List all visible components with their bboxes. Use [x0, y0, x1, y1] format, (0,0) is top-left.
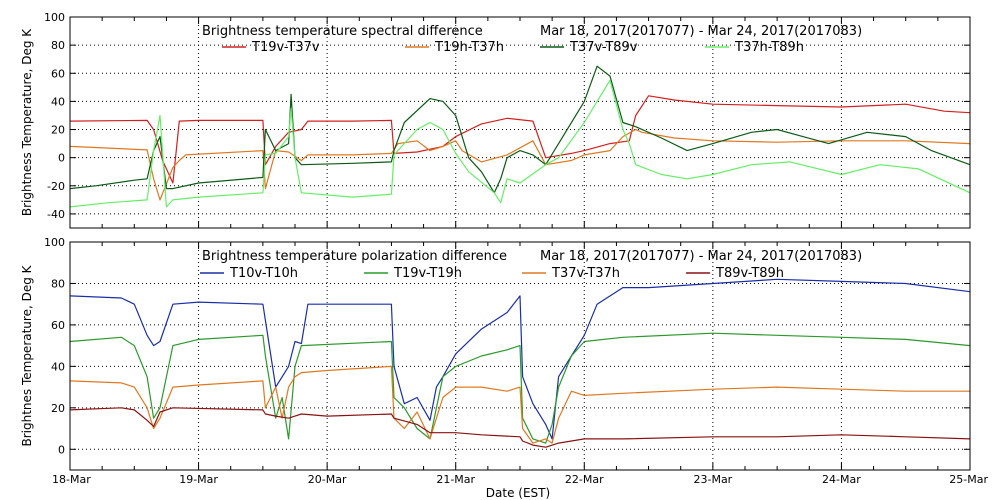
- series-line-t19v-t19h: [69, 332, 971, 444]
- series-line-t89v-t89h: [69, 407, 971, 448]
- y-tick-label: 20: [51, 124, 65, 137]
- chart-date-range: Mar 18, 2017(2017077) - Mar 24, 2017(201…: [540, 249, 862, 264]
- y-tick-label: 100: [44, 11, 65, 24]
- y-tick-label: 80: [51, 277, 65, 290]
- legend-label: T19h-T37h: [434, 40, 504, 55]
- x-tick-label: 20-Mar: [308, 473, 347, 486]
- series-line-t19v-t37v: [69, 95, 971, 184]
- legend-label: T37v-T89v: [569, 40, 638, 55]
- legend-label: T37v-T37h: [551, 266, 620, 281]
- chart-title: Brightness temperature spectral differen…: [202, 24, 483, 39]
- y-tick-label: -40: [47, 208, 65, 221]
- polarization-difference-panel: 0 20 40 60 80 100 18-Mar 19-Mar 20-Mar 21-Mar 22-M…: [20, 236, 988, 486]
- series-line-t37v-t89v: [69, 65, 971, 194]
- series-line-t19h-t37h: [69, 128, 971, 201]
- x-tick-label: 23-Mar: [693, 473, 732, 486]
- legend-label: T19v-T19h: [393, 266, 462, 281]
- y-axis-label: Brightness Temperature, Deg K: [20, 28, 34, 216]
- y-tick-label: 0: [58, 152, 65, 165]
- y-tick-label: 60: [51, 67, 65, 80]
- legend-label: T89v-T89h: [715, 266, 784, 281]
- y-tick-label: 100: [44, 236, 65, 249]
- x-axis-label: Date (EST): [486, 486, 550, 500]
- x-tick-label: 22-Mar: [565, 473, 604, 486]
- x-tick-label: 19-Mar: [179, 473, 218, 486]
- x-tick-label: 18-Mar: [52, 473, 91, 486]
- legend-label: T37h-T89h: [734, 40, 804, 55]
- y-tick-label: 60: [51, 319, 65, 332]
- y-tick-label: 40: [51, 360, 65, 373]
- y-tick-label: 40: [51, 95, 65, 108]
- spectral-difference-panel: -40 -20 0 20 40 60 80 100 Brightness temperature…: [20, 11, 971, 229]
- series-line-t37h-t89h: [69, 79, 971, 208]
- y-tick-label: 0: [58, 443, 65, 456]
- y-tick-label: -20: [47, 180, 65, 193]
- chart-date-range: Mar 18, 2017(2017077) - Mar 24, 2017(201…: [540, 24, 862, 39]
- y-tick-label: 20: [51, 402, 65, 415]
- x-tick-label: 24-Mar: [822, 473, 861, 486]
- legend-label: T19v-T37v: [251, 40, 320, 55]
- series-line-t37v-t37h: [69, 365, 970, 444]
- x-tick-label: 21-Mar: [436, 473, 475, 486]
- legend-label: T10v-T10h: [229, 266, 298, 281]
- series-line-t10v-t10h: [69, 278, 971, 440]
- x-tick-label: 25-Mar: [949, 473, 988, 486]
- y-tick-label: 80: [51, 39, 65, 52]
- y-axis-label: Brightnes Temperature, Deg K: [20, 264, 34, 446]
- chart-title: Brightness temperature polarization diff…: [202, 249, 507, 264]
